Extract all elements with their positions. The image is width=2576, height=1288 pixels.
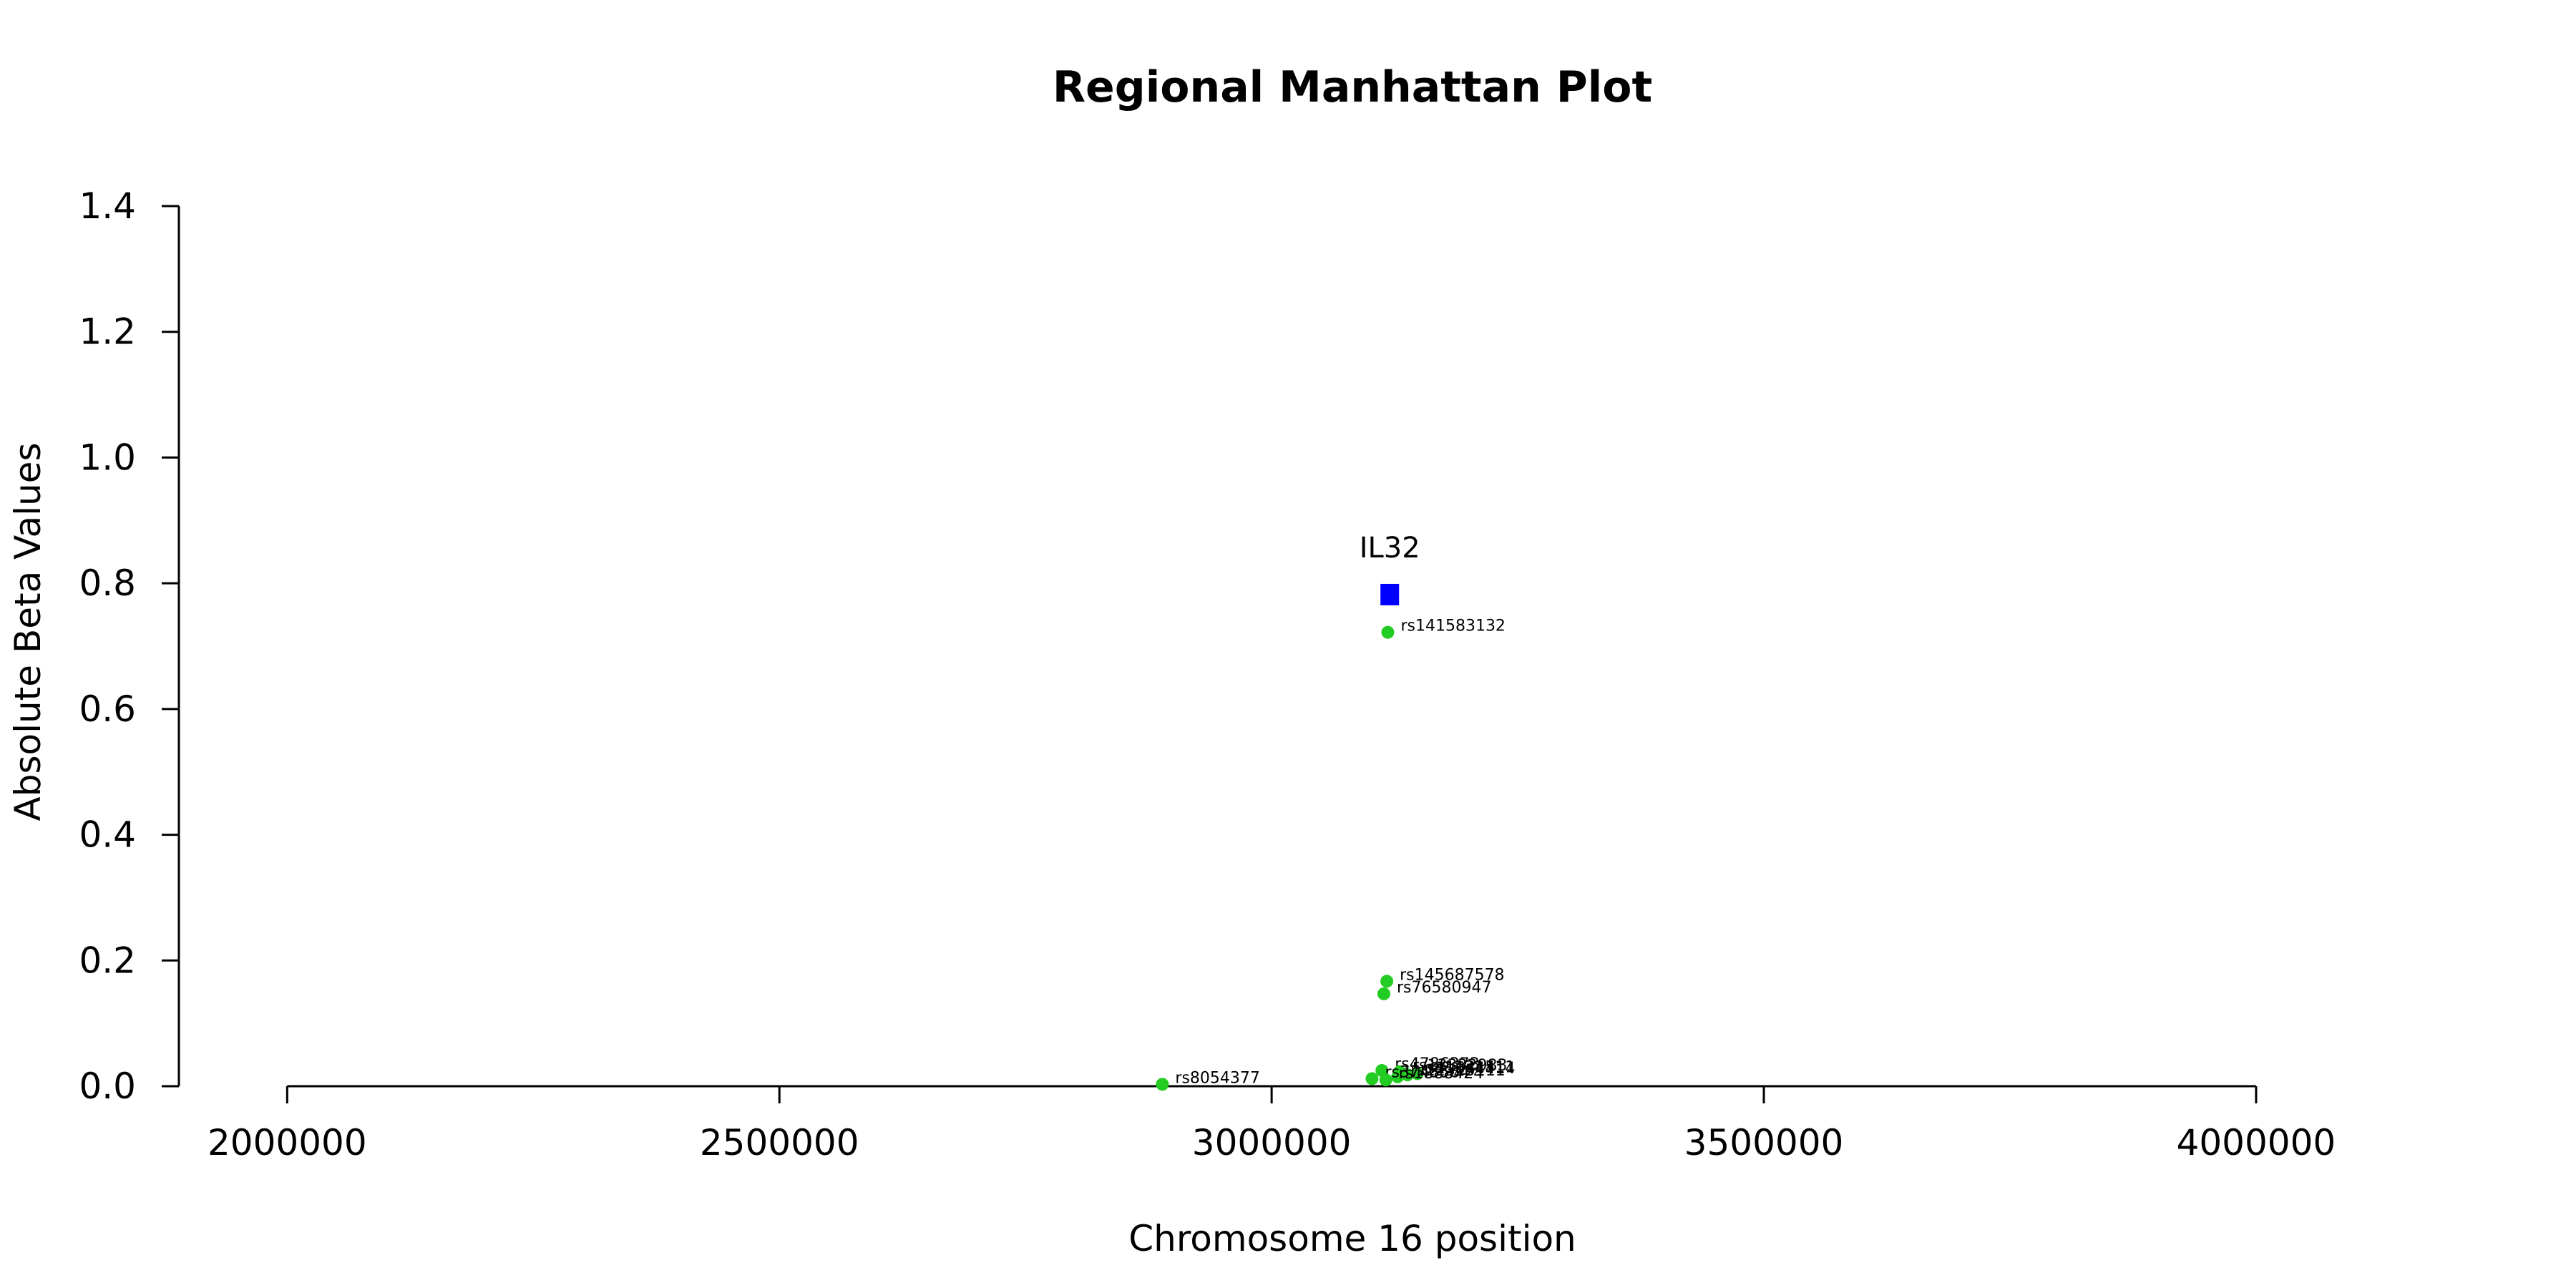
- y-tick-label: 1.0: [79, 436, 136, 478]
- gene-marker-il32: [1380, 583, 1400, 605]
- snp-label-rs1888424: rs1888424: [1399, 1065, 1484, 1083]
- y-tick-label: 1.4: [79, 185, 136, 227]
- snp-point-rs11644414: [1400, 1068, 1414, 1082]
- x-tick-label: 3500000: [1684, 1122, 1844, 1163]
- snp-point-rs145687578: [1380, 975, 1394, 988]
- snp-label-rs13332983: rs13332983: [1413, 1057, 1507, 1075]
- snp-label-rs141583132: rs141583132: [1400, 618, 1505, 635]
- y-tick-label: 1.2: [79, 311, 136, 353]
- y-tick-label: 0.4: [79, 814, 136, 856]
- snp-label-rs76580947: rs76580947: [1397, 979, 1491, 997]
- snp-label-rs11644414: rs11644414: [1420, 1060, 1515, 1078]
- snp-point-rs141583132: [1381, 625, 1395, 639]
- y-tick-label: 0.8: [79, 562, 136, 604]
- y-tick-label: 0.2: [79, 940, 136, 981]
- y-axis-label: Absolute Beta Values: [7, 443, 49, 821]
- snp-point-rs76580947: [1377, 987, 1390, 1000]
- chart-title: Regional Manhattan Plot: [1053, 62, 1652, 112]
- snp-point-rs8054377: [1156, 1078, 1169, 1091]
- snp-point-rs1131511: [1410, 1067, 1424, 1080]
- y-tick-label: 0.0: [79, 1065, 136, 1107]
- x-tick-label: 3000000: [1192, 1122, 1352, 1163]
- snp-label-rs8054377: rs8054377: [1175, 1069, 1260, 1087]
- x-tick-label: 2500000: [700, 1122, 859, 1163]
- x-axis: 2000000 2500000 3000000 3500000 4000000: [208, 1085, 2336, 1163]
- snp-point-rs3743564: [1365, 1072, 1379, 1085]
- snp-point-rs12325111: [1391, 1070, 1405, 1083]
- gene-layer: IL32: [1360, 532, 1420, 605]
- snp-label-rs1131511: rs1131511: [1430, 1058, 1516, 1076]
- snp-point-rs1888424: [1379, 1073, 1392, 1087]
- snp-label-rs12325111: rs12325111: [1410, 1062, 1505, 1080]
- gene-label-il32: IL32: [1360, 532, 1420, 565]
- x-tick-label: 2000000: [208, 1122, 367, 1163]
- snp-layer: rs141583132rs145687578rs76580947rs478637…: [1156, 618, 1515, 1091]
- x-axis-label: Chromosome 16 position: [1128, 1218, 1576, 1259]
- x-tick-label: 4000000: [2177, 1122, 2336, 1163]
- snp-label-rs145687578: rs145687578: [1400, 966, 1504, 984]
- y-tick-label: 0.6: [79, 688, 136, 730]
- y-axis: 0.0 0.2 0.4 0.6 0.8 1.0 1.2 1.4: [79, 185, 180, 1107]
- snp-label-rs3743564: rs3743564: [1385, 1063, 1470, 1081]
